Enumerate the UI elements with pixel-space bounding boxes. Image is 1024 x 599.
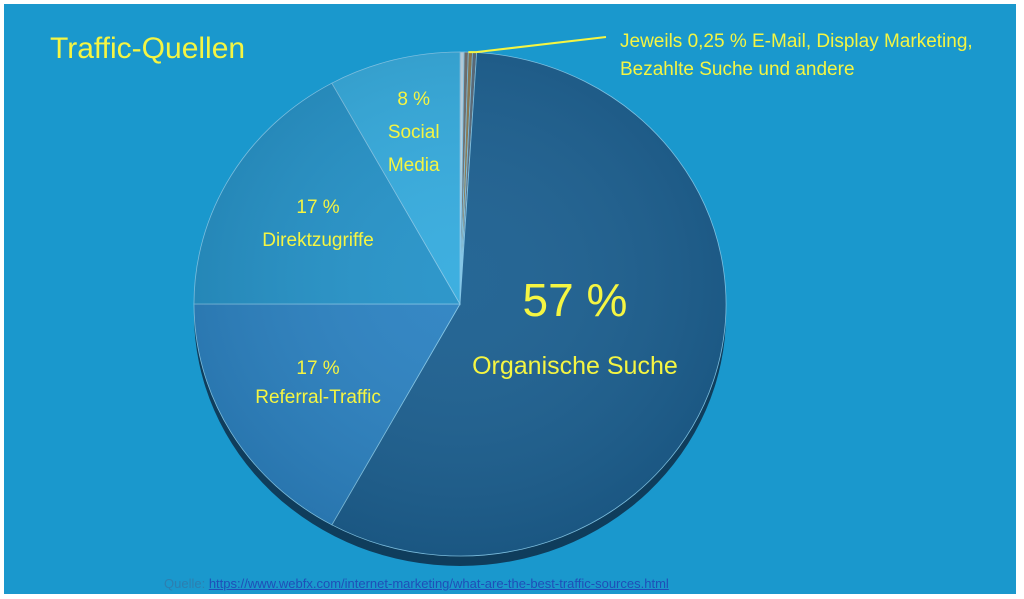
chart-title: Traffic-Quellen [50,32,246,65]
slice-name-label: Direktzugriffe [262,230,374,251]
small-slices-annotation: Jeweils 0,25 % E-Mail, Display Marketing… [620,31,973,80]
slice-value-label: 17 % [296,197,339,218]
source-note: Quelle: https://www.webfx.com/internet-m… [164,576,669,591]
pie-shading [194,52,726,556]
slice-name-label: Organische Suche [472,352,678,380]
slice-value-label: 57 % [523,274,628,326]
slice-name-label: Social [388,122,440,143]
slice-value-label: 17 % [296,358,339,379]
source-link[interactable]: https://www.webfx.com/internet-marketing… [208,576,669,591]
slice-name-label: Media [388,155,440,176]
slice-name-label: Referral-Traffic [255,387,381,408]
pie-chart: 57 % Organische Suche 17 % Referral-Traffic… [193,36,727,566]
chart-slide: 57 % Organische Suche 17 % Referral-Traffic… [4,4,1016,594]
annotation-leader-line [468,36,607,54]
slice-value-label: 8 % [397,89,430,110]
source-prefix: Quelle: [164,576,209,591]
